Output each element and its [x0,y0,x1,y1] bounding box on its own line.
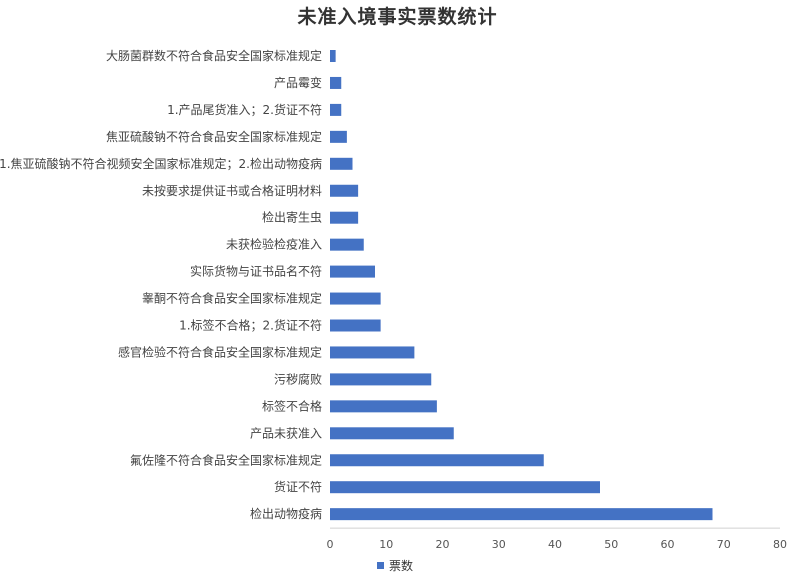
x-tick-label-5: 50 [604,538,618,551]
legend-label: 票数 [389,558,413,573]
bar-13 [330,400,437,413]
x-tick-label-7: 70 [717,538,731,551]
category-label-6: 检出寄生虫 [262,210,322,225]
bar-10 [330,319,381,332]
category-label-5: 未按要求提供证书或合格证明材料 [142,183,322,198]
category-label-1: 产品霉变 [274,75,322,90]
bar-9 [330,292,381,305]
category-label-14: 产品未获准入 [250,426,322,440]
category-label-8: 实际货物与证书品名不符 [190,264,322,279]
bar-8 [330,265,375,278]
category-label-15: 氟佐隆不符合食品安全国家标准规定 [130,452,322,467]
x-tick-label-6: 60 [661,538,675,551]
category-label-11: 感官检验不符合食品安全国家标准规定 [118,344,322,359]
category-label-7: 未获检验检疫准入 [226,237,322,252]
category-label-17: 检出动物疫病 [250,506,322,521]
category-label-2: 1.产品尾货准入；2.货证不符 [167,102,322,117]
x-tick-label-4: 40 [548,538,562,551]
category-label-4: 1.焦亚硫酸钠不符合视频安全国家标准规定；2.检出动物疫病 [0,156,322,171]
x-tick-label-2: 20 [436,538,450,551]
chart-title: 未准入境事实票数统计 [297,6,498,28]
legend-swatch [377,562,384,569]
bars-layer [330,50,713,521]
category-label-3: 焦亚硫酸钠不符合食品安全国家标准规定 [106,129,322,144]
legend: 票数 [377,558,413,573]
x-tick-label-8: 80 [773,538,787,551]
bar-0 [330,50,336,62]
bar-15 [330,454,544,467]
bar-2 [330,103,342,116]
category-label-16: 货证不符 [274,479,322,494]
bar-6 [330,211,359,224]
x-tick-label-0: 0 [327,538,334,551]
category-label-0: 大肠菌群数不符合食品安全国家标准规定 [106,48,322,63]
category-label-9: 睾酮不符合食品安全国家标准规定 [142,291,322,306]
bar-14 [330,427,454,440]
category-label-13: 标签不合格 [262,398,322,413]
bar-5 [330,184,359,197]
bar-1 [330,76,342,89]
category-label-10: 1.标签不合格；2.货证不符 [179,318,322,333]
bar-11 [330,346,415,359]
x-tick-label-1: 10 [379,538,393,551]
x-ticks: 0 10 20 30 40 50 60 70 80 [327,538,788,551]
bar-4 [330,157,353,170]
x-tick-label-3: 30 [492,538,506,551]
bar-16 [330,481,600,494]
category-label-12: 污秽腐败 [274,371,322,386]
bar-12 [330,373,432,386]
bar-17 [330,508,713,521]
bar-7 [330,238,364,251]
bar-3 [330,130,347,143]
